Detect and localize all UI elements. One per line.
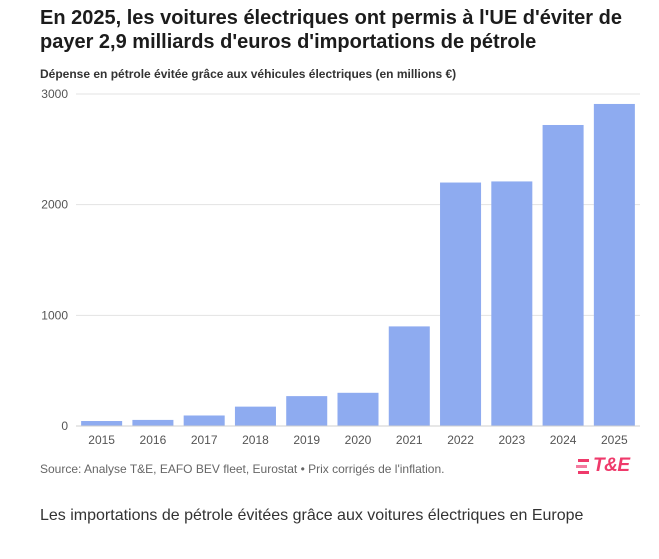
x-tick-label: 2015 [88,433,115,447]
bar-chart: 0 1000 2000 3000 2015 2016 2017 2018 2019 2020 202… [41,87,640,447]
logo-bars-icon [576,459,589,474]
bar-2025 [593,103,635,427]
logo-text: T&E [593,455,630,476]
x-tick-label: 2024 [550,433,577,447]
x-tick-label: 2025 [601,433,628,447]
te-logo: T&E [576,455,630,477]
y-tick-label: 3000 [41,87,68,101]
y-tick-label: 1000 [41,308,68,322]
bar-2018 [234,406,276,426]
x-tick-label: 2017 [191,433,218,447]
bar-2020 [337,392,379,426]
x-tick-label: 2022 [447,433,474,447]
bar-2015 [81,421,123,426]
bar-2023 [491,181,533,426]
x-tick-label: 2016 [140,433,167,447]
x-tick-label: 2023 [498,433,525,447]
x-tick-label: 2018 [242,433,269,447]
source-note: Source: Analyse T&E, EAFO BEV fleet, Eur… [40,462,445,476]
y-tick-label: 0 [61,419,68,433]
x-tick-label: 2020 [345,433,372,447]
chart-title: En 2025, les voitures électriques ont pe… [40,7,622,53]
bar-2017 [183,415,225,426]
bar-2021 [388,326,430,426]
bar-2019 [286,396,328,426]
figure-caption: Les importations de pétrole évitées grâc… [40,507,584,524]
bar-2022 [440,182,482,426]
chart-subtitle: Dépense en pétrole évitée grâce aux véhi… [40,67,457,81]
bar-2016 [132,419,174,426]
bar-2024 [542,124,584,426]
y-tick-label: 2000 [41,198,68,212]
x-tick-label: 2019 [293,433,320,447]
x-tick-label: 2021 [396,433,423,447]
